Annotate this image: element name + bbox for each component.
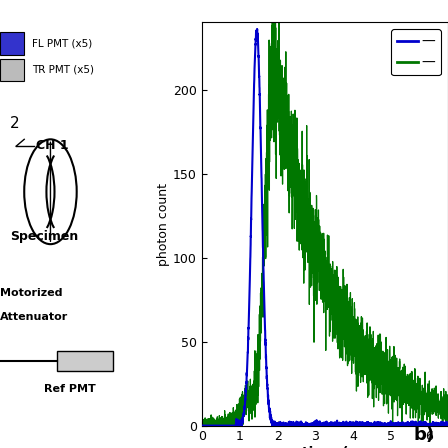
Text: b): b)	[414, 426, 435, 444]
Text: TR PMT (x5): TR PMT (x5)	[32, 65, 94, 75]
Text: Specimen: Specimen	[10, 229, 78, 243]
Text: Ref PMT: Ref PMT	[44, 384, 96, 394]
Text: CH 1: CH 1	[36, 139, 69, 152]
FancyBboxPatch shape	[56, 351, 113, 371]
FancyBboxPatch shape	[0, 59, 24, 81]
Text: Attenuator: Attenuator	[0, 312, 68, 322]
Legend: —, —: —, —	[391, 30, 441, 75]
Text: 2: 2	[10, 116, 20, 131]
FancyBboxPatch shape	[0, 33, 24, 55]
Y-axis label: photon count: photon count	[157, 182, 170, 266]
Text: Motorized: Motorized	[0, 288, 63, 297]
X-axis label: time (: time (	[302, 446, 348, 448]
Text: FL PMT (x5): FL PMT (x5)	[32, 39, 93, 49]
